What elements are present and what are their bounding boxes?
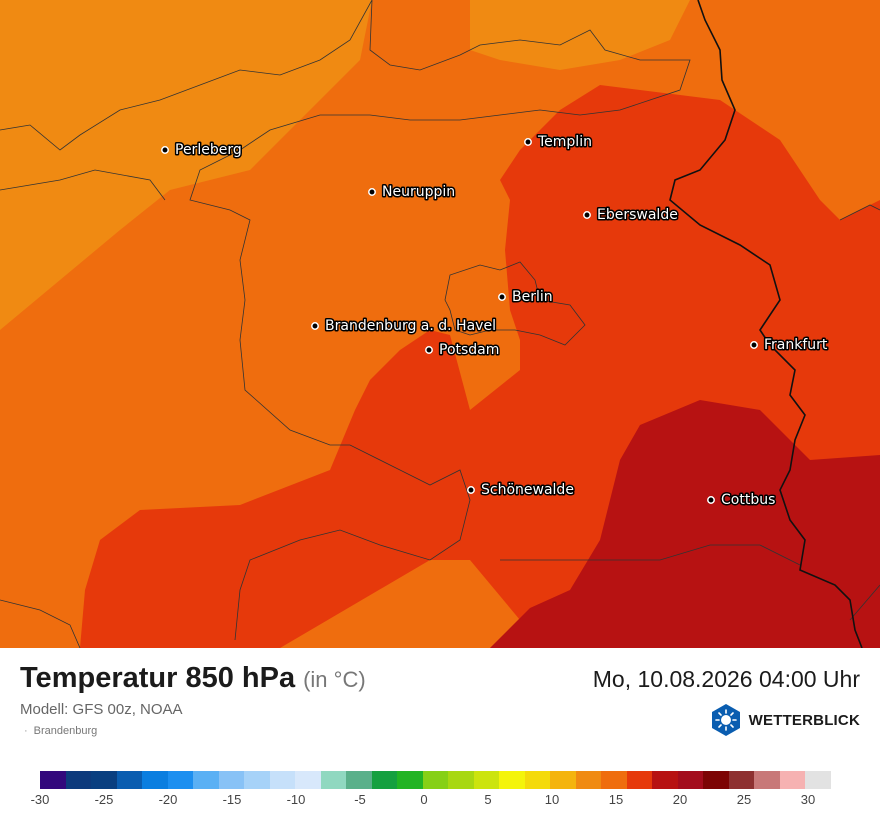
colorbar-swatch <box>320 771 346 789</box>
colorbar-swatch <box>40 771 66 789</box>
colorbar-swatch <box>550 771 576 789</box>
temperature-map: Perleberg Templin Neuruppin Eberswalde Berli… <box>0 0 880 648</box>
colorbar-tick-label: 25 <box>736 792 752 807</box>
colorbar-swatch <box>167 771 193 789</box>
city-marker-berlin[interactable]: Berlin <box>498 288 554 307</box>
city-label: Berlin <box>512 289 553 305</box>
city-dot <box>583 211 591 219</box>
colorbar-ticks: -30 -25 -20 -15 -10 -5 0 5 10 15 20 25 30 <box>0 792 880 812</box>
map-footer: Temperatur 850 hPa (in °C) Modell: GFS 00… <box>0 648 880 830</box>
colorbar-swatch <box>626 771 652 789</box>
colorbar-swatch <box>499 771 525 789</box>
city-label: Perleberg <box>175 142 242 158</box>
city-label: Neuruppin <box>382 184 455 200</box>
city-label: Potsdam <box>439 342 499 358</box>
temperature-band-hottest <box>490 400 880 648</box>
colorbar-swatch <box>677 771 703 789</box>
city-label: Brandenburg a. d. Havel <box>325 318 496 334</box>
city-dot <box>750 341 758 349</box>
city-dot <box>161 146 169 154</box>
city-dot <box>425 346 433 354</box>
city-label: Frankfurt <box>764 337 828 353</box>
city-marker-eberswalde[interactable]: Eberswalde <box>583 206 679 225</box>
colorbar-tick-label: -15 <box>222 792 242 807</box>
colorbar-swatch <box>65 771 91 789</box>
colorbar-swatch <box>703 771 729 789</box>
colorbar-swatch <box>193 771 219 789</box>
city-marker-neuruppin[interactable]: Neuruppin <box>368 183 457 202</box>
colorbar-tick-label: 30 <box>800 792 816 807</box>
colorbar-swatch <box>473 771 499 789</box>
region-text: Brandenburg <box>33 725 98 737</box>
city-marker-cottbus[interactable]: Cottbus <box>707 491 777 510</box>
colorbar-tick-label: -5 <box>354 792 366 807</box>
city-dot <box>311 322 319 330</box>
colorbar-swatch <box>218 771 244 789</box>
city-dot <box>467 486 475 494</box>
colorbar-swatch <box>142 771 168 789</box>
sun-icon <box>711 704 740 736</box>
temperature-colorbar <box>40 771 831 789</box>
city-dot <box>368 188 376 196</box>
map-title-text: Temperatur 850 hPa <box>20 662 296 694</box>
brand-name: WETTERBLICK <box>748 711 860 729</box>
colorbar-swatch <box>91 771 117 789</box>
colorbar-tick-label: -10 <box>286 792 306 807</box>
model-label: Modell: GFS 00z, NOAA <box>20 701 183 718</box>
city-dot <box>524 138 532 146</box>
colorbar-swatch <box>575 771 601 789</box>
colorbar-tick-label: 10 <box>544 792 560 807</box>
colorbar-swatch <box>371 771 397 789</box>
colorbar-tick-label: -20 <box>158 792 178 807</box>
colorbar-swatch <box>295 771 321 789</box>
city-marker-brandenburg[interactable]: Brandenburg a. d. Havel <box>311 317 497 336</box>
colorbar-swatch <box>728 771 754 789</box>
colorbar-swatch <box>116 771 142 789</box>
city-label: Eberswalde <box>597 207 678 223</box>
colorbar-swatch <box>397 771 423 789</box>
colorbar-tick-label: 20 <box>672 792 688 807</box>
forecast-datetime: Mo, 10.08.2026 04:00 Uhr <box>592 666 860 692</box>
colorbar-tick-label: 5 <box>484 792 492 807</box>
city-dot <box>707 496 715 504</box>
city-label: Templin <box>537 134 592 150</box>
city-label: Schönewalde <box>481 482 574 498</box>
borders <box>0 0 880 648</box>
colorbar-swatch <box>448 771 474 789</box>
temperature-band-coolest <box>0 0 372 330</box>
colorbar-swatch <box>601 771 627 789</box>
colorbar-tick-label: -25 <box>94 792 114 807</box>
brand-logo[interactable]: WETTERBLICK <box>709 703 860 737</box>
colorbar-swatch <box>805 771 831 789</box>
colorbar-tick-label: -30 <box>30 792 50 807</box>
region-bullet: · <box>24 725 28 737</box>
city-marker-frankfurt[interactable]: Frankfurt <box>750 336 829 355</box>
colorbar-swatch <box>269 771 295 789</box>
colorbar-swatch <box>652 771 678 789</box>
city-marker-templin[interactable]: Templin <box>524 133 593 152</box>
colorbar-tick-label: 15 <box>608 792 624 807</box>
colorbar-swatch <box>346 771 372 789</box>
colorbar-swatch <box>779 771 805 789</box>
city-marker-schoenewalde[interactable]: Schönewalde <box>467 481 575 500</box>
colorbar-swatch <box>524 771 550 789</box>
city-marker-perleberg[interactable]: Perleberg <box>161 141 243 160</box>
city-marker-potsdam[interactable]: Potsdam <box>425 341 501 360</box>
colorbar-swatch <box>244 771 270 789</box>
colorbar-swatch <box>422 771 448 789</box>
map-title: Temperatur 850 hPa (in °C) <box>20 662 366 695</box>
city-dot <box>498 293 506 301</box>
colorbar-tick-label: 0 <box>420 792 428 807</box>
national-border <box>669 0 863 648</box>
city-label: Cottbus <box>721 492 775 508</box>
region-label: · Brandenburg <box>20 725 97 737</box>
colorbar-swatch <box>754 771 780 789</box>
unit-label: (in °C) <box>303 667 366 692</box>
